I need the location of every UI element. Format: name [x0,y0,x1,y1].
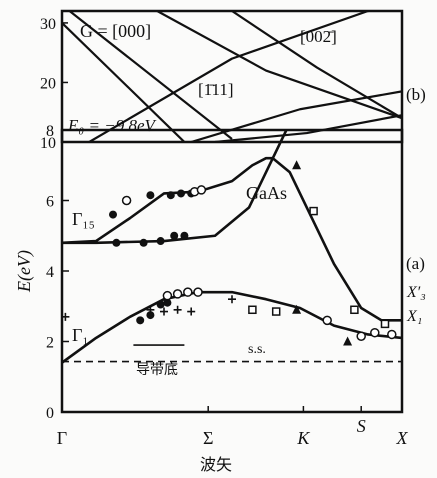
curve-upper-extension [271,130,288,160]
data-point-square [309,206,318,216]
data-point-filled [166,191,175,200]
x-tick-label-Γ: Γ [57,428,67,448]
x-tick-label-X: X [396,428,409,448]
y-axis-label: E(eV) [14,250,35,293]
curve-gamma15 [62,156,275,245]
data-point-plus [228,295,236,304]
data-point-open [162,290,173,301]
data-point-open [183,287,193,297]
data-point-plus [146,305,155,314]
data-point-square [380,319,390,329]
data-point-plus [173,305,182,314]
data-point-filled [112,238,121,247]
data-point-plus [160,307,168,316]
label-surface-states: s.s. [248,342,266,357]
data-point-triangle [292,160,302,170]
data-point-filled [163,298,172,307]
data-point-open [193,287,203,297]
label-x1: X₁ [406,308,422,325]
data-point-open [370,327,380,338]
panel-a-y-tick-label: 8 [46,123,54,140]
x-tick-label-S: S [357,416,366,436]
panel-b-curve-3 [88,11,381,142]
label-gamma1: Γ₁ [72,325,89,345]
panel-a-label: (a) [406,254,425,273]
annotation-g002: [002̄] [300,27,337,46]
panel-b-curves [62,11,402,142]
panel-a-y-tick-label: 2 [46,335,54,352]
data-point-filled [177,189,185,198]
data-point-triangle [292,304,302,314]
data-point-filled [146,311,155,320]
data-point-filled [109,210,117,219]
x-axis-label: 波矢 [200,455,232,474]
x-tick-label-K: K [296,428,310,448]
panel-b-curve-4 [156,11,402,120]
data-point-open [322,315,332,326]
data-point-filled [139,238,148,247]
x-tick-label-Σ: Σ [203,428,213,448]
data-point-open [196,185,207,195]
data-point-square [271,307,281,316]
data-point-filled [170,231,179,240]
data-point-filled [156,237,165,246]
panel-a-plot [62,130,402,364]
data-point-filled [156,300,165,309]
data-point-triangle [343,336,353,346]
panel-b-curve-5 [231,11,402,120]
data-point-plus [62,312,70,321]
panel-b-curve-2 [67,11,233,140]
chart-title-gaas: GaAs [246,183,287,203]
panel-b-y-tick-label: 10 [40,135,56,152]
panel-a-y-tick-label: 4 [46,264,54,281]
panel-a-x-ticks: Γ Σ KSX [57,406,409,448]
data-point-filled [180,231,189,240]
data-point-open [172,289,183,299]
data-point-filled [136,316,145,325]
panel-b-y-tick-label: 20 [40,75,56,92]
curve-upper [62,156,402,322]
panel-b-curve-7 [214,114,402,142]
data-point-square [248,305,257,315]
annotation-e0: E₀ = −9.8eV [67,116,158,135]
panel-b-y-ticks: 10 20 30 [40,16,68,152]
data-point-open [387,329,397,340]
data-point-filled [146,191,155,200]
data-point-open [121,195,132,206]
label-gamma15: Γ₁₅ [72,209,95,229]
panel-b: 10 20 30 G = [000] [1̄11] [002̄] E₀ = −9.8… [40,9,426,152]
data-point-open [356,331,366,341]
label-x3prime: X′₃ [406,284,426,301]
annotation-g000: G = [000] [80,21,151,41]
panel-a-y-tick-label: 0 [46,405,54,422]
panel-b-curve-1 [62,22,186,142]
curve-gamma1 [62,290,402,364]
panel-b-y-tick-label: 30 [40,16,56,33]
panel-a-frame [60,128,404,414]
panel-a-y-tick-label: 6 [46,194,54,211]
data-point-plus [187,307,196,316]
label-conduction-band-bottom: 导带底 [136,362,178,378]
annotation-g111: [1̄11] [198,80,234,99]
data-point-square [350,305,359,315]
panel-b-label: (b) [406,85,426,104]
panel-a-y-ticks: 0 2 4 6 8 [46,123,69,422]
